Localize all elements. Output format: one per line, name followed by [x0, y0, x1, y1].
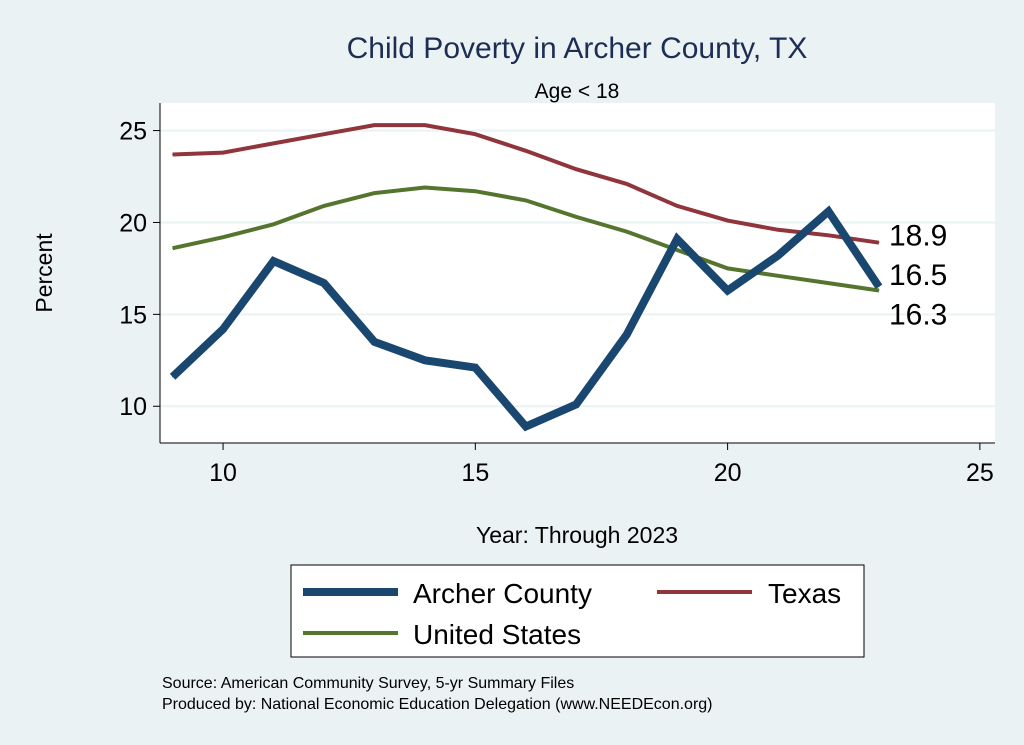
data-point-united-states — [222, 236, 224, 238]
x-axis-label: Year: Through 2023 — [476, 522, 678, 548]
data-point-texas — [626, 183, 628, 185]
legend-box — [290, 564, 865, 658]
chart-subtitle: Age < 18 — [535, 80, 620, 103]
data-point-united-states — [626, 231, 628, 233]
data-point-archer-county — [727, 289, 729, 291]
data-point-archer-county — [424, 359, 426, 361]
data-point-texas — [676, 205, 678, 207]
data-point-united-states — [575, 216, 577, 218]
data-point-united-states — [727, 267, 729, 269]
y-axis-label: Percent — [31, 233, 57, 313]
data-point-texas — [273, 142, 275, 144]
data-point-texas — [525, 150, 527, 152]
data-point-archer-county — [273, 260, 275, 262]
data-point-archer-county — [222, 328, 224, 330]
data-point-texas — [424, 124, 426, 126]
legend-label-texas: Texas — [768, 578, 841, 609]
legend: Archer County Texas United States — [290, 564, 865, 658]
end-label-texas: 18.9 — [889, 220, 947, 253]
data-point-texas — [172, 153, 174, 155]
data-point-united-states — [828, 282, 830, 284]
y-tick-label-25: 25 — [119, 118, 147, 146]
y-tick-label-15: 15 — [119, 301, 147, 329]
data-point-united-states — [373, 192, 375, 194]
data-point-united-states — [323, 205, 325, 207]
data-point-archer-county — [172, 376, 174, 378]
data-point-texas — [777, 229, 779, 231]
data-point-united-states — [777, 275, 779, 277]
y-tick-label-20: 20 — [119, 209, 147, 237]
data-point-texas — [323, 133, 325, 135]
data-point-united-states — [878, 289, 880, 291]
data-point-archer-county — [323, 282, 325, 284]
data-point-texas — [828, 234, 830, 236]
data-point-archer-county — [676, 238, 678, 240]
y-tick-label-10: 10 — [119, 393, 147, 421]
data-point-texas — [373, 124, 375, 126]
data-point-texas — [575, 168, 577, 170]
data-point-archer-county — [474, 367, 476, 369]
data-point-texas — [474, 133, 476, 135]
data-point-archer-county — [777, 255, 779, 257]
end-label-united-states: 16.3 — [889, 298, 947, 331]
legend-label-archer-county: Archer County — [413, 578, 592, 609]
producer-note: Produced by: National Economic Education… — [162, 696, 713, 713]
chart-title: Child Poverty in Archer County, TX — [347, 32, 808, 65]
data-point-archer-county — [575, 403, 577, 405]
x-tick-label-20: 20 — [714, 459, 742, 487]
data-point-united-states — [525, 199, 527, 201]
data-point-texas — [222, 152, 224, 154]
data-point-united-states — [424, 187, 426, 189]
data-point-united-states — [474, 190, 476, 192]
end-label-archer-county: 16.5 — [889, 259, 947, 292]
source-note: Source: American Community Survey, 5-yr … — [162, 675, 574, 692]
x-tick-label-10: 10 — [209, 459, 237, 487]
data-point-archer-county — [525, 425, 527, 427]
data-point-archer-county — [828, 210, 830, 212]
data-point-united-states — [172, 247, 174, 249]
x-tick-label-15: 15 — [461, 459, 489, 487]
data-point-archer-county — [373, 341, 375, 343]
data-point-texas — [878, 242, 880, 244]
data-point-archer-county — [626, 334, 628, 336]
data-point-united-states — [273, 223, 275, 225]
x-tick-label-25: 25 — [966, 459, 994, 487]
legend-label-united-states: United States — [413, 619, 581, 650]
data-point-united-states — [676, 249, 678, 251]
data-point-archer-county — [878, 286, 880, 288]
data-point-texas — [727, 220, 729, 222]
